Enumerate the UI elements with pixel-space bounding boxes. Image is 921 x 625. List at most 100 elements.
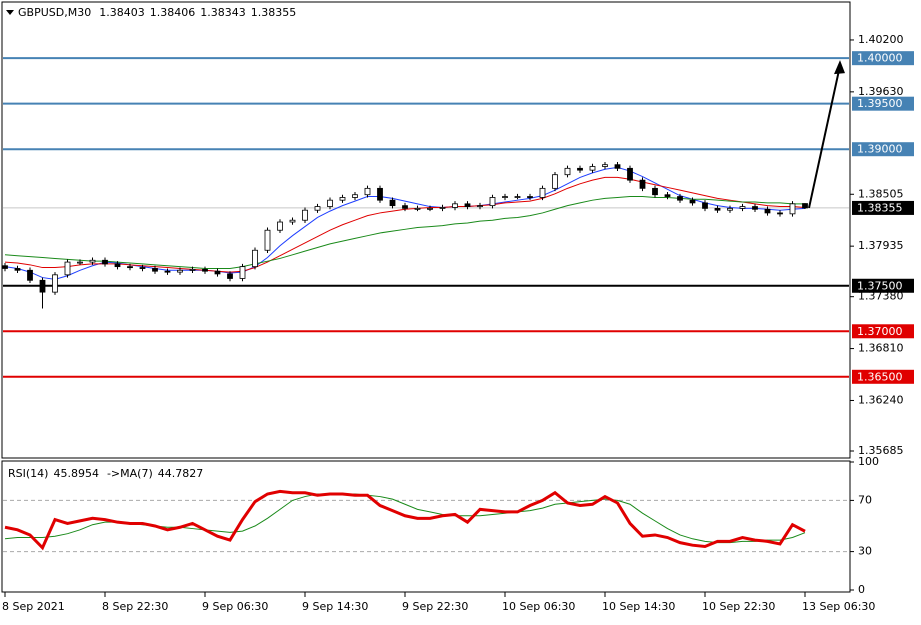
y-tick-label: 1.36240 <box>858 393 904 406</box>
symbol: GBPUSD,M30 <box>18 6 91 19</box>
candle-body <box>364 187 371 196</box>
candle-body <box>377 187 383 201</box>
candle-body <box>577 167 583 171</box>
candle-body <box>527 196 533 198</box>
indicator-line <box>4 196 805 269</box>
y-tick-label: 70 <box>858 493 872 506</box>
price-label: 1.38355 <box>857 201 903 214</box>
candle-body <box>652 187 658 196</box>
candle-body <box>402 205 408 209</box>
candle-body <box>802 203 808 209</box>
y-tick-label: 1.40200 <box>858 33 904 46</box>
candle-body <box>27 269 33 281</box>
level-label-box <box>852 142 914 157</box>
x-tick-label: 8 Sep 2021 <box>2 600 65 613</box>
plot-layer: 1.40200 1.39630 1.38505 1.37935 1.37380 1.368… <box>2 33 914 613</box>
y-tick-label: 1.35685 <box>858 444 904 457</box>
candle-body <box>264 229 271 251</box>
candle-body <box>439 207 446 209</box>
x-tick-label: 9 Sep 06:30 <box>202 600 268 613</box>
level-label: 1.37500 <box>857 279 903 292</box>
rsi-ma-value: 44.7827 <box>158 467 204 480</box>
level-label-box <box>852 369 914 384</box>
main-pane <box>1 1 851 459</box>
candle-body <box>564 167 571 176</box>
candle-body <box>677 196 683 201</box>
candle-body <box>189 268 196 271</box>
candle-body <box>252 249 258 268</box>
x-tick-label: 13 Sep 06:30 <box>802 600 875 613</box>
candle-body <box>514 196 521 198</box>
candle-body <box>427 207 433 210</box>
close-value: 1.38355 <box>251 6 297 19</box>
candle-body <box>702 202 708 209</box>
y-tick-label: 30 <box>858 545 872 558</box>
candle-body <box>539 187 546 198</box>
indicator-line <box>4 166 806 280</box>
candle-body <box>414 207 421 210</box>
candle-body <box>777 212 783 215</box>
candle-body <box>389 199 396 207</box>
candle-body <box>764 208 771 214</box>
arrow-shaft <box>808 69 840 209</box>
y-tick-label: 1.38505 <box>858 187 904 200</box>
candle-body <box>14 268 21 271</box>
open-value: 1.38403 <box>99 6 145 19</box>
candle-body <box>102 259 108 265</box>
candle-body <box>589 166 596 171</box>
level-label: 1.39000 <box>857 143 903 156</box>
candle-body <box>127 266 133 269</box>
candle-body <box>489 197 496 207</box>
candle-body <box>114 263 121 268</box>
x-tick-label: 9 Sep 22:30 <box>402 600 468 613</box>
candle-body <box>239 266 246 279</box>
candle-body <box>714 207 721 211</box>
rsi-ma-name: ->MA(7) <box>107 467 153 480</box>
chart-header: GBPUSD,M30 1.38403 1.38406 1.38343 1.38355 <box>18 6 296 19</box>
candle-body <box>627 167 633 181</box>
candle-body <box>227 273 233 279</box>
y-tick-label: 0 <box>858 583 865 596</box>
level-label: 1.37000 <box>857 325 903 338</box>
candle-body <box>289 219 296 223</box>
candle-body <box>339 197 346 201</box>
x-tick-label: 9 Sep 14:30 <box>302 600 368 613</box>
y-tick-label: 1.37380 <box>858 290 904 303</box>
candle-body <box>77 261 83 264</box>
candle-body <box>277 221 283 231</box>
high-value: 1.38406 <box>150 6 196 19</box>
candle-body <box>639 179 646 189</box>
candle-body <box>727 207 733 211</box>
candle-body <box>327 199 333 207</box>
x-tick-label: 10 Sep 06:30 <box>502 600 575 613</box>
level-label-box <box>852 96 914 111</box>
rsi-header: RSI(14) 45.8954 ->MA(7) 44.7827 <box>8 467 203 480</box>
candle-body <box>64 261 71 276</box>
candle-body <box>464 203 471 207</box>
level-label-box <box>852 278 914 293</box>
candle-body <box>202 268 208 272</box>
x-tick-label: 8 Sep 22:30 <box>102 600 168 613</box>
candle-body <box>664 194 671 197</box>
y-tick-label: 1.37935 <box>858 239 904 252</box>
candle-body <box>89 259 96 263</box>
candle-body <box>689 199 696 204</box>
candle-body <box>552 174 558 189</box>
indicator-line <box>4 489 806 551</box>
candle-body <box>739 206 746 209</box>
candle-body <box>52 274 58 293</box>
candle-body <box>214 270 221 275</box>
candle-body <box>39 279 46 293</box>
low-value: 1.38343 <box>200 6 246 19</box>
level-label-box <box>852 51 914 66</box>
candle-body <box>477 205 483 208</box>
rsi-name: RSI(14) <box>8 467 48 480</box>
candle-body <box>164 270 171 273</box>
y-tick-label: 1.36810 <box>858 342 904 355</box>
menu-triangle <box>6 10 14 15</box>
rsi-pane <box>1 460 851 593</box>
level-label: 1.39500 <box>857 97 903 110</box>
x-tick-label: 10 Sep 22:30 <box>702 600 775 613</box>
